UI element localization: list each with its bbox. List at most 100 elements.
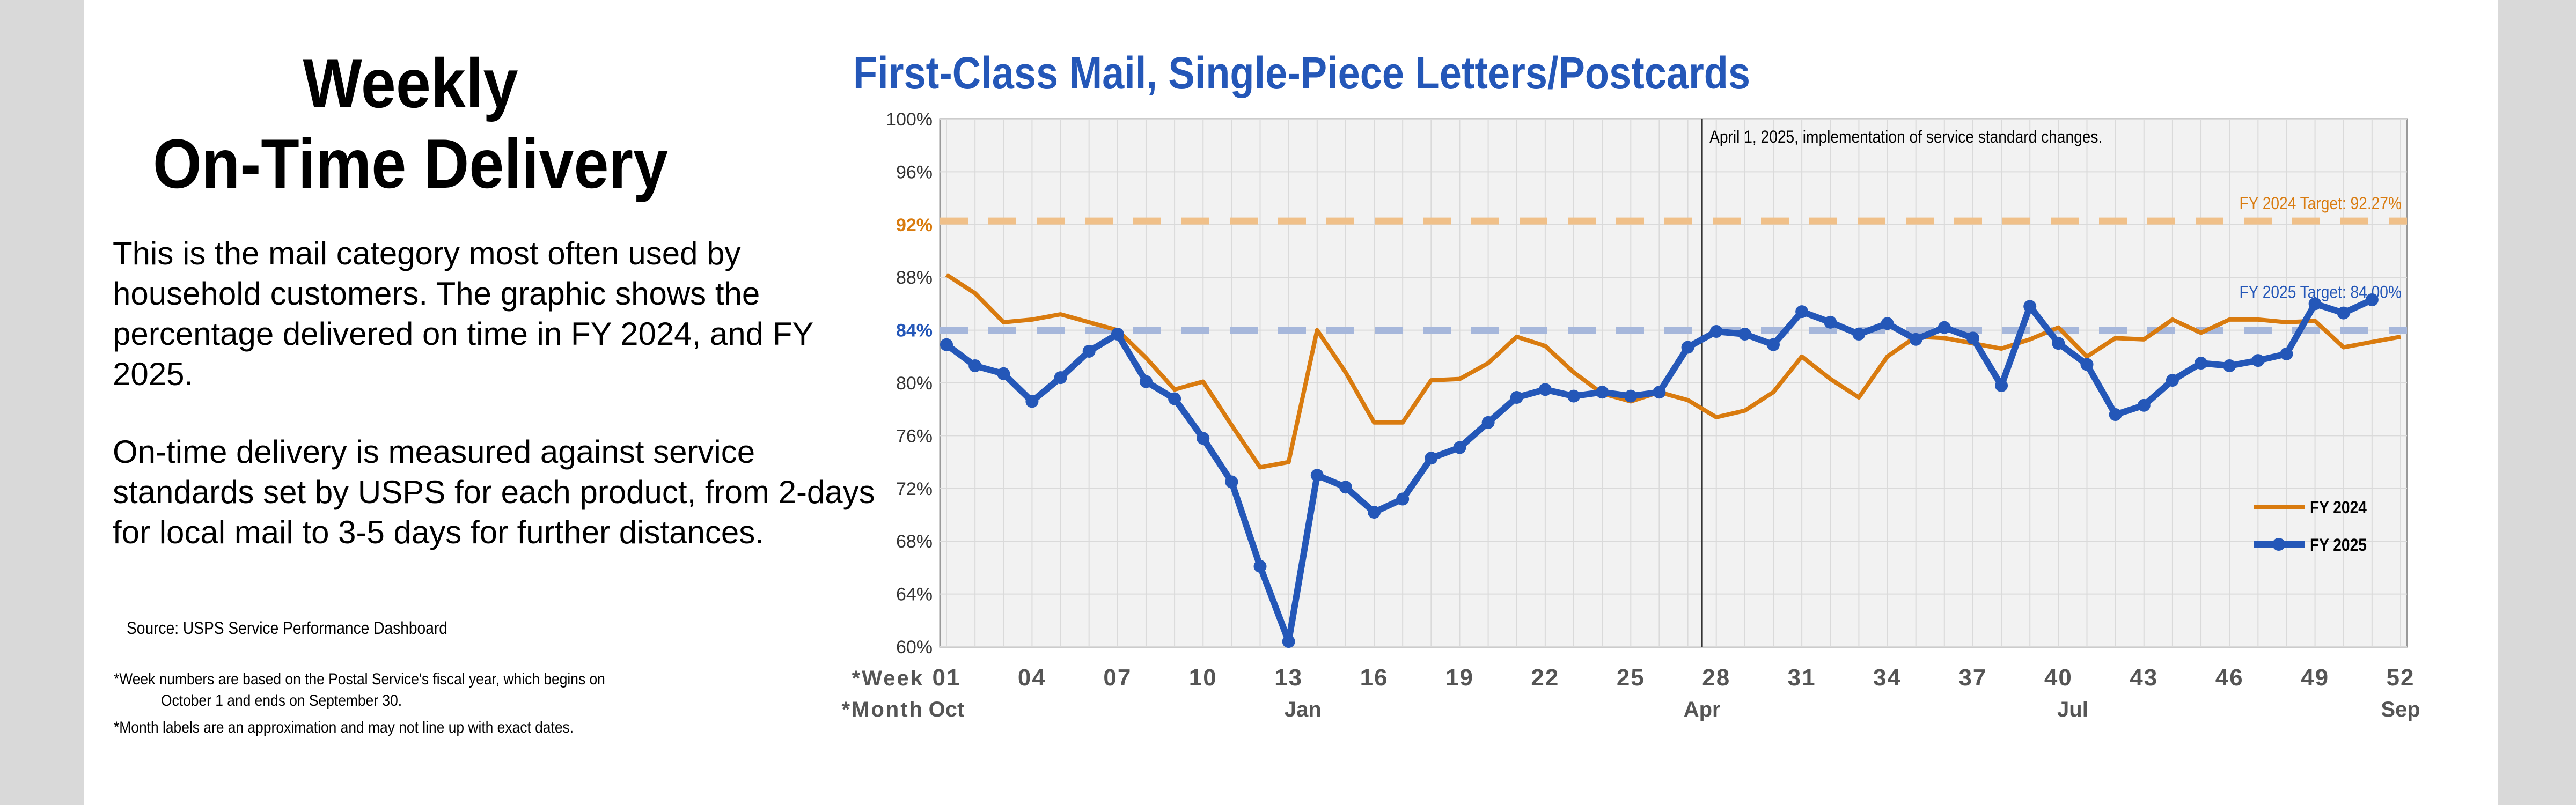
- data-point: [1653, 386, 1666, 399]
- data-point: [1681, 341, 1694, 354]
- month-axis-label: *Month: [841, 698, 924, 721]
- y-tick-label: 92%: [896, 215, 933, 235]
- chart-title: First-Class Mail, Single-Piece Letters/P…: [853, 48, 1751, 98]
- data-point: [1795, 305, 1809, 319]
- month-tick-label: Apr: [1684, 698, 1721, 721]
- y-tick-label: 72%: [896, 479, 933, 499]
- headline: Weekly On-Time Delivery: [41, 43, 780, 204]
- footnote-week-line1: *Week numbers are based on the Postal Se…: [114, 670, 605, 688]
- month-tick-label: Sep: [2381, 698, 2420, 721]
- y-tick-label: 88%: [896, 268, 933, 288]
- data-point: [1624, 389, 1638, 403]
- data-point: [1995, 379, 2008, 392]
- data-point: [940, 338, 953, 351]
- data-point: [1168, 392, 1181, 405]
- data-point: [1225, 475, 1238, 489]
- description-paragraph-2: On-time delivery is measured against ser…: [113, 434, 875, 550]
- data-point: [2365, 293, 2379, 307]
- y-tick-label: 100%: [886, 109, 933, 130]
- data-point: [1453, 441, 1466, 454]
- data-point: [1396, 492, 1410, 506]
- data-point: [2023, 300, 2037, 313]
- data-point: [1253, 559, 1267, 573]
- x-tick-label: 25: [1617, 664, 1645, 691]
- data-point: [1054, 371, 1067, 385]
- data-point: [2308, 297, 2322, 311]
- y-tick-label: 64%: [896, 585, 933, 605]
- headline-line2: On-Time Delivery: [152, 124, 669, 203]
- data-point: [1481, 416, 1495, 429]
- data-point: [1567, 389, 1581, 403]
- data-point: [1339, 481, 1352, 494]
- x-tick-label: 10: [1189, 664, 1217, 691]
- x-tick-label: 07: [1103, 664, 1132, 691]
- data-point: [2080, 358, 2094, 371]
- x-tick-label: 04: [1018, 664, 1046, 691]
- data-point: [2223, 359, 2236, 373]
- x-tick-label: 40: [2044, 664, 2073, 691]
- data-point: [1596, 386, 1609, 399]
- description-paragraph-1: This is the mail category most often use…: [113, 235, 813, 392]
- x-tick-label: 22: [1531, 664, 1559, 691]
- data-point: [1282, 635, 1295, 648]
- headline-line1: Weekly: [303, 44, 518, 122]
- target-label: FY 2024 Target: 92.27%: [2239, 195, 2402, 213]
- x-tick-label: 28: [1702, 664, 1730, 691]
- data-point: [1824, 315, 1837, 329]
- x-tick-label: 19: [1445, 664, 1474, 691]
- legend-marker: [2272, 538, 2285, 551]
- data-point: [1538, 383, 1552, 396]
- y-tick-label: 60%: [896, 637, 933, 658]
- data-point: [1909, 333, 1922, 346]
- data-point: [2137, 398, 2151, 412]
- legend-label: FY 2025: [2310, 536, 2367, 555]
- x-tick-label: 46: [2215, 664, 2244, 691]
- data-point: [1425, 452, 1438, 465]
- x-tick-label: 52: [2387, 664, 2415, 691]
- footnote-week-line2: October 1 and ends on September 30.: [161, 692, 402, 710]
- data-point: [1510, 391, 1523, 404]
- data-point: [2166, 374, 2179, 387]
- x-tick-label: 37: [1958, 664, 1987, 691]
- data-point: [2052, 337, 2065, 350]
- data-point: [1766, 338, 1780, 351]
- x-tick-label: 13: [1274, 664, 1303, 691]
- data-point: [2337, 306, 2350, 320]
- month-tick-label: Jan: [1285, 698, 1322, 721]
- data-point: [1966, 331, 1979, 345]
- data-point: [1310, 469, 1324, 482]
- data-point: [1025, 395, 1039, 408]
- x-tick-label: 01: [933, 664, 961, 691]
- series-line-fy-2024: [945, 272, 2401, 470]
- data-point: [1368, 506, 1381, 519]
- data-point: [2109, 408, 2122, 422]
- data-point: [1709, 325, 1723, 338]
- data-point: [2195, 357, 2208, 370]
- data-point: [1937, 321, 1951, 334]
- annotation-label: April 1, 2025, implementation of service…: [1709, 128, 2102, 146]
- x-tick-label: 31: [1788, 664, 1816, 691]
- data-point: [2251, 354, 2265, 367]
- month-tick-label: Jul: [2057, 698, 2088, 721]
- y-tick-label: 96%: [896, 162, 933, 182]
- y-tick-label: 68%: [896, 531, 933, 552]
- y-tick-label: 84%: [896, 321, 933, 341]
- x-tick-label: 34: [1873, 664, 1902, 691]
- data-point: [1738, 327, 1751, 341]
- month-tick-label: Oct: [929, 698, 965, 721]
- data-point: [2280, 347, 2293, 360]
- data-point: [968, 359, 982, 373]
- data-point: [1881, 317, 1894, 330]
- source-note: Source: USPS Service Performance Dashboa…: [127, 618, 447, 638]
- x-axis-label: *Week: [852, 667, 924, 690]
- data-point: [997, 367, 1010, 380]
- y-tick-label: 76%: [896, 426, 933, 446]
- data-point: [1139, 375, 1153, 388]
- data-point: [1197, 432, 1210, 445]
- y-tick-label: 80%: [896, 373, 933, 394]
- x-tick-label: 16: [1360, 664, 1389, 691]
- legend-label: FY 2024: [2310, 498, 2367, 517]
- data-point: [1852, 327, 1866, 341]
- footnote-month: *Month labels are an approximation and m…: [114, 719, 574, 736]
